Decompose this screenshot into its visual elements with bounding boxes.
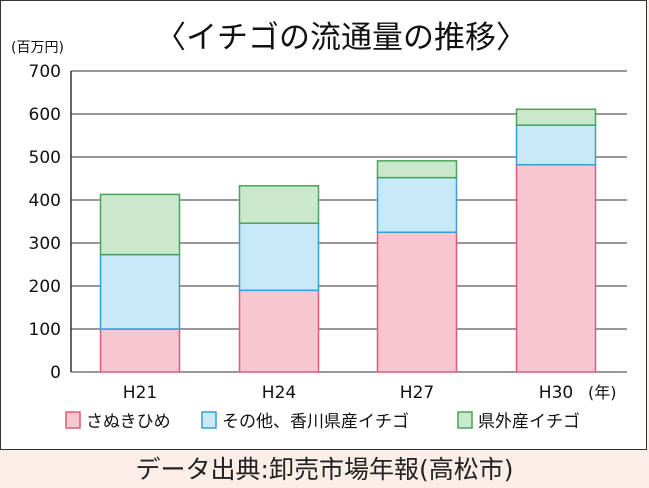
- bar-segment: [376, 176, 458, 233]
- y-tick-label: 100: [29, 320, 61, 340]
- bar-segment: [376, 160, 458, 179]
- bar-segment: [376, 231, 458, 373]
- x-unit-label: (年): [588, 383, 617, 402]
- legend-swatch: [457, 411, 473, 429]
- x-tick-label: H24: [262, 383, 296, 403]
- x-tick-label: H27: [400, 383, 434, 403]
- y-unit-label: (百万円): [11, 40, 64, 56]
- bar-segment: [238, 185, 320, 224]
- bar-segment: [515, 108, 597, 126]
- bar-segment: [515, 124, 597, 166]
- y-tick-label: 200: [29, 277, 61, 297]
- bar-segment: [238, 289, 320, 373]
- bar-segment: [515, 163, 597, 373]
- y-tick-label: 500: [29, 148, 61, 168]
- x-tick-label: H30: [539, 383, 573, 403]
- bar-segment: [99, 193, 181, 256]
- chart-panel: 〈イチゴの流通量の推移〉 (百万円) 0 100 200 300 400 500 600 700 H…: [0, 0, 647, 450]
- chart-title: 〈イチゴの流通量の推移〉: [155, 20, 527, 56]
- x-tick-label: H21: [123, 383, 157, 403]
- bar-segment: [99, 253, 181, 330]
- chart-canvas: 〈イチゴの流通量の推移〉 (百万円) 0 100 200 300 400 500 600 700 H…: [11, 20, 627, 432]
- legend-label: その他、香川県産イチゴ: [222, 411, 409, 432]
- y-tick-label: 400: [29, 191, 61, 211]
- source-note: データ出典:卸売市場年報(高松市): [135, 455, 514, 484]
- bar-segment: [99, 328, 181, 373]
- y-tick-label: 700: [29, 62, 61, 82]
- legend-label: 県外産イチゴ: [478, 411, 580, 432]
- y-tick-label: 600: [29, 105, 61, 125]
- legend-swatch: [201, 411, 217, 429]
- bar-segment: [238, 222, 320, 292]
- legend-swatch: [65, 411, 81, 429]
- legend-label: さぬきひめ: [86, 412, 171, 432]
- y-tick-label: 300: [29, 234, 61, 254]
- y-tick-label: 0: [50, 363, 61, 383]
